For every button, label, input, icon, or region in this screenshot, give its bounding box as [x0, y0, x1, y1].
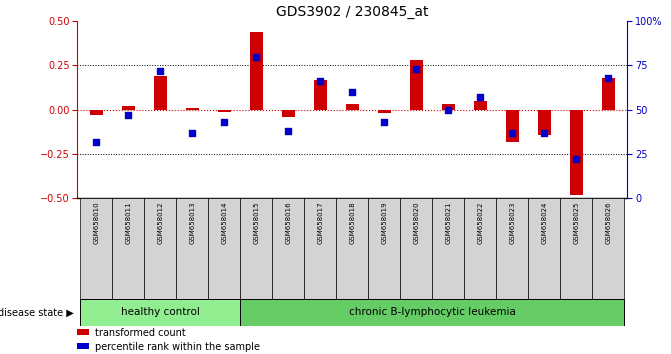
Text: disease state ▶: disease state ▶: [0, 307, 74, 318]
Text: GSM658013: GSM658013: [189, 201, 195, 244]
Bar: [464, 198, 497, 299]
Text: GSM658016: GSM658016: [285, 201, 291, 244]
Point: [123, 112, 134, 118]
Text: GSM658010: GSM658010: [93, 201, 99, 244]
Bar: [176, 198, 208, 299]
Text: GSM658011: GSM658011: [125, 201, 132, 244]
Bar: [336, 198, 368, 299]
Bar: [208, 198, 240, 299]
Text: GSM658020: GSM658020: [413, 201, 419, 244]
Point: [347, 89, 358, 95]
Text: GSM658018: GSM658018: [350, 201, 355, 244]
Point: [283, 128, 294, 134]
Bar: [432, 198, 464, 299]
Text: GSM658023: GSM658023: [509, 201, 515, 244]
Point: [315, 79, 325, 84]
Text: GSM658015: GSM658015: [254, 201, 259, 244]
Bar: [570, 110, 582, 195]
Bar: [81, 299, 240, 326]
Text: GSM658017: GSM658017: [317, 201, 323, 244]
Text: GSM658026: GSM658026: [605, 201, 611, 244]
Point: [155, 68, 166, 74]
Text: percentile rank within the sample: percentile rank within the sample: [95, 342, 260, 352]
Bar: [378, 110, 391, 113]
Text: GSM658025: GSM658025: [573, 201, 579, 244]
Text: transformed count: transformed count: [95, 329, 185, 338]
Text: GSM658019: GSM658019: [381, 201, 387, 244]
Bar: [401, 198, 432, 299]
Bar: [218, 110, 231, 112]
Bar: [90, 110, 103, 115]
Bar: [250, 32, 263, 110]
Title: GDS3902 / 230845_at: GDS3902 / 230845_at: [276, 5, 429, 19]
Text: healthy control: healthy control: [121, 307, 200, 318]
Bar: [346, 104, 359, 110]
Bar: [144, 198, 176, 299]
Bar: [81, 198, 112, 299]
Point: [411, 66, 421, 72]
Point: [187, 130, 198, 136]
Point: [571, 156, 582, 162]
Bar: [186, 108, 199, 110]
Bar: [442, 104, 455, 110]
Bar: [506, 110, 519, 142]
Bar: [314, 80, 327, 110]
Text: GSM658012: GSM658012: [157, 201, 163, 244]
Bar: [240, 299, 624, 326]
Bar: [154, 76, 166, 110]
Bar: [592, 198, 624, 299]
Point: [219, 119, 229, 125]
Bar: [304, 198, 336, 299]
Text: GSM658021: GSM658021: [446, 201, 451, 244]
Bar: [602, 78, 615, 110]
Bar: [112, 198, 144, 299]
Point: [91, 139, 102, 144]
Point: [603, 75, 613, 81]
Text: GSM658022: GSM658022: [477, 201, 483, 244]
Bar: [528, 198, 560, 299]
Bar: [538, 110, 551, 135]
Point: [475, 95, 486, 100]
Bar: [240, 198, 272, 299]
Bar: [368, 198, 401, 299]
Point: [507, 130, 517, 136]
Bar: [122, 106, 135, 110]
Bar: [282, 110, 295, 117]
Bar: [410, 60, 423, 110]
Point: [443, 107, 454, 113]
Bar: [474, 101, 486, 110]
Point: [251, 54, 262, 59]
Point: [539, 130, 550, 136]
Text: chronic B-lymphocytic leukemia: chronic B-lymphocytic leukemia: [349, 307, 516, 318]
Bar: [272, 198, 304, 299]
Point: [379, 119, 390, 125]
Text: GSM658024: GSM658024: [541, 201, 548, 244]
Bar: [560, 198, 592, 299]
Text: GSM658014: GSM658014: [221, 201, 227, 244]
Bar: [497, 198, 528, 299]
